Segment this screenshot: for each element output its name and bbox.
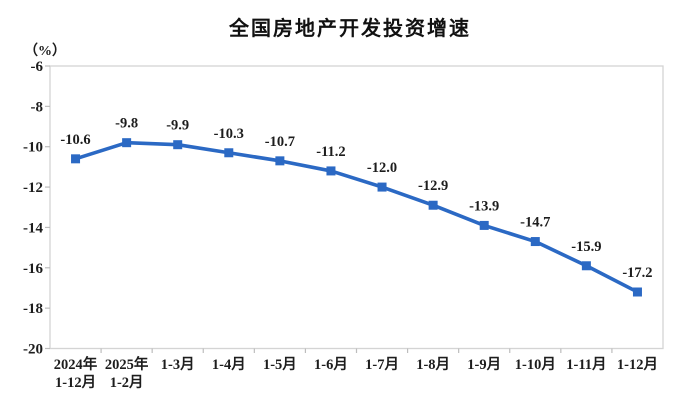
y-axis-unit-label: （%） [24, 44, 66, 59]
data-point-marker [377, 182, 387, 192]
y-axis-tick-label: -6 [31, 59, 44, 75]
x-axis-category-label: 1-12月 [55, 374, 96, 391]
x-axis-category-label: 2025年 [105, 355, 149, 373]
y-axis-tick-label: -12 [23, 180, 43, 196]
data-point-label: -11.2 [316, 144, 345, 160]
x-axis-category-label: 1-6月 [314, 356, 348, 373]
x-axis-category-label: 1-5月 [263, 356, 297, 373]
data-point-marker [275, 156, 285, 166]
y-axis-tick-label: -18 [23, 301, 43, 317]
x-axis-category-label: 1-2月 [110, 374, 144, 391]
data-point-marker [530, 237, 540, 247]
data-point-marker [326, 166, 336, 176]
data-point-label: -9.9 [166, 118, 189, 134]
data-point-label: -13.9 [469, 198, 499, 214]
data-point-label: -17.2 [622, 265, 652, 281]
series-line [73, 140, 640, 294]
y-axis-tick-label: -16 [23, 261, 43, 277]
x-axis-category-label: 1-3月 [161, 356, 195, 373]
data-point-marker [632, 287, 642, 297]
data-point-label: -10.6 [60, 132, 90, 148]
data-point-label: -12.9 [418, 178, 448, 194]
data-point-marker [479, 220, 489, 230]
data-point-label: -10.7 [265, 134, 295, 150]
data-point-marker [224, 148, 234, 158]
x-axis-category-label: 1-8月 [416, 356, 450, 373]
data-point-marker [122, 138, 132, 148]
x-axis-category-label: 1-7月 [365, 356, 399, 373]
data-point-label: -10.3 [214, 126, 244, 142]
data-point-marker [428, 200, 438, 210]
x-axis-category-label: 1-4月 [212, 356, 246, 373]
data-point-marker [173, 140, 183, 150]
x-axis-category-label: 1-11月 [566, 356, 606, 373]
x-axis-category-label: 2024年 [54, 355, 98, 373]
data-point-label: -14.7 [520, 215, 550, 231]
x-axis-category-label: 1-9月 [467, 356, 501, 373]
data-point-label: -12.0 [367, 160, 397, 176]
plot-border [49, 65, 664, 350]
y-axis-tick-label: -14 [23, 220, 43, 236]
data-point-marker [71, 154, 81, 164]
y-axis-tick-label: -20 [23, 342, 43, 358]
data-point-label: -9.8 [115, 116, 138, 132]
x-axis-category-label: 1-12月 [617, 356, 658, 373]
data-point-marker [581, 261, 591, 271]
y-axis-tick-label: -10 [23, 140, 43, 156]
y-axis-tick-label: -8 [31, 99, 44, 115]
chart-title: 全国房地产开发投资增速 [229, 18, 471, 40]
data-point-label: -15.9 [571, 239, 601, 255]
x-axis-category-label: 1-10月 [515, 356, 556, 373]
